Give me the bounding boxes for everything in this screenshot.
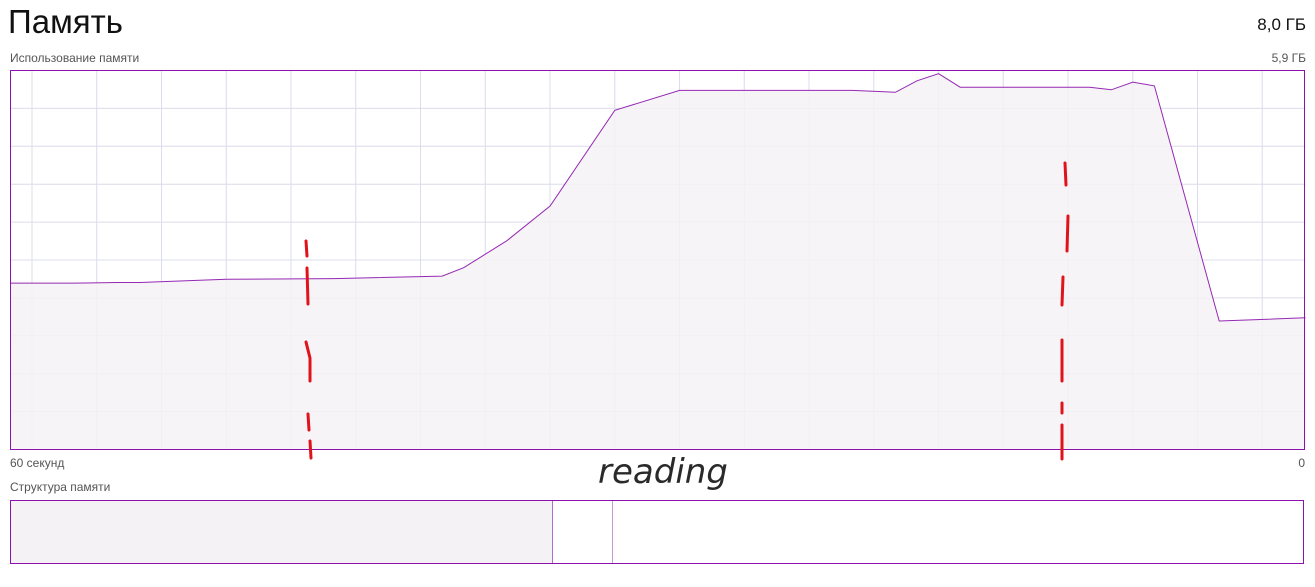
- reading-annotation: reading: [598, 452, 728, 492]
- red-dash-stroke: [306, 412, 311, 432]
- composition-modified-segment[interactable]: [11, 501, 613, 563]
- red-dash-stroke: [304, 239, 309, 258]
- memory-usage-label: Использование памяти: [10, 51, 140, 65]
- red-dash-stroke: [1065, 214, 1070, 253]
- red-dash-stroke: [305, 266, 310, 306]
- red-dash-stroke: [304, 340, 312, 383]
- time-axis-end-label: 0: [1298, 456, 1305, 470]
- memory-composition-bar[interactable]: [10, 500, 1304, 564]
- red-dash-stroke: [1060, 275, 1065, 307]
- memory-usage-graph: [10, 70, 1306, 450]
- composition-in-use-segment[interactable]: [11, 501, 554, 563]
- time-axis-start-label: 60 секунд: [10, 456, 65, 470]
- red-dash-stroke: [1063, 161, 1068, 187]
- graph-border: [10, 70, 1305, 450]
- page-title: Память: [8, 3, 123, 40]
- red-dash-stroke: [308, 439, 313, 460]
- memory-usage-area: [10, 73, 1306, 450]
- total-memory-value: 8,0 ГБ: [1257, 15, 1306, 34]
- graph-max-value: 5,9 ГБ: [1271, 51, 1306, 65]
- memory-usage-line: [10, 73, 1306, 322]
- memory-composition-label: Структура памяти: [10, 480, 111, 494]
